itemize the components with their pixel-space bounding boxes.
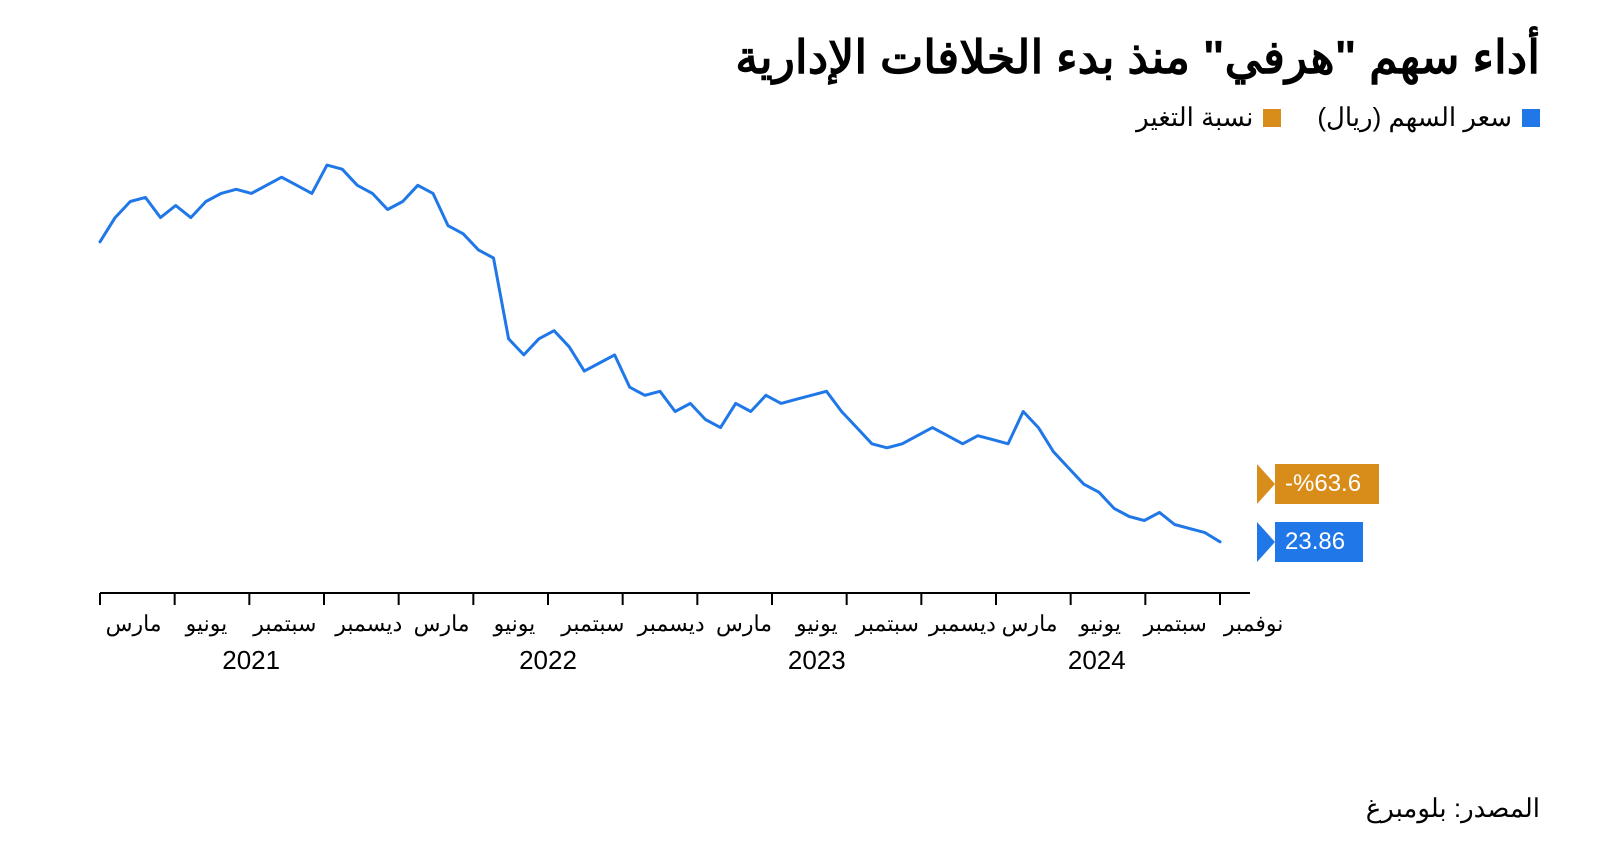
x-year-label: 2023 <box>788 645 846 676</box>
x-month-label: مارس <box>414 611 470 637</box>
legend-item-pct: نسبة التغير <box>1136 102 1281 133</box>
x-month-label: يونيو <box>796 611 838 637</box>
x-month-label: يونيو <box>1079 611 1121 637</box>
x-month-label: ديسمبر <box>638 611 705 637</box>
x-year-label: 2024 <box>1068 645 1126 676</box>
chart-title: أداء سهم "هرفي" منذ بدء الخلافات الإداري… <box>60 30 1540 84</box>
callout-pct-text: %63.6- <box>1285 470 1361 498</box>
x-month-label: سبتمبر <box>253 611 316 637</box>
x-month-label: مارس <box>716 611 772 637</box>
legend-label-price: سعر السهم (ريال) <box>1317 102 1512 133</box>
legend-label-pct: نسبة التغير <box>1136 102 1253 133</box>
x-month-label: سبتمبر <box>1144 611 1207 637</box>
x-year-label: 2021 <box>222 645 280 676</box>
legend: سعر السهم (ريال) نسبة التغير <box>60 102 1540 133</box>
x-month-label: يونيو <box>494 611 536 637</box>
chart-container: أداء سهم "هرفي" منذ بدء الخلافات الإداري… <box>0 0 1600 854</box>
x-year-label: 2022 <box>519 645 577 676</box>
legend-swatch-pct <box>1263 109 1281 127</box>
x-month-label: مارس <box>1002 611 1058 637</box>
source-attribution: المصدر: بلومبرغ <box>1366 793 1540 824</box>
x-month-label: سبتمبر <box>856 611 919 637</box>
legend-item-price: سعر السهم (ريال) <box>1317 102 1540 133</box>
plot-area: مارسيونيوسبتمبرديسمبرمارسيونيوسبتمبرديسم… <box>60 153 1540 673</box>
x-month-label: مارس <box>106 611 162 637</box>
x-month-label: ديسمبر <box>335 611 402 637</box>
x-month-label: ديسمبر <box>929 611 996 637</box>
callout-price: 23.86 <box>1275 522 1363 562</box>
callout-price-text: 23.86 <box>1285 528 1345 556</box>
legend-swatch-price <box>1522 109 1540 127</box>
callout-pct-change: %63.6- <box>1275 464 1379 504</box>
x-month-label: سبتمبر <box>561 611 624 637</box>
x-axis-labels: مارسيونيوسبتمبرديسمبرمارسيونيوسبتمبرديسم… <box>60 153 1540 673</box>
x-month-label: نوفمبر <box>1224 611 1284 637</box>
x-month-label: يونيو <box>186 611 228 637</box>
